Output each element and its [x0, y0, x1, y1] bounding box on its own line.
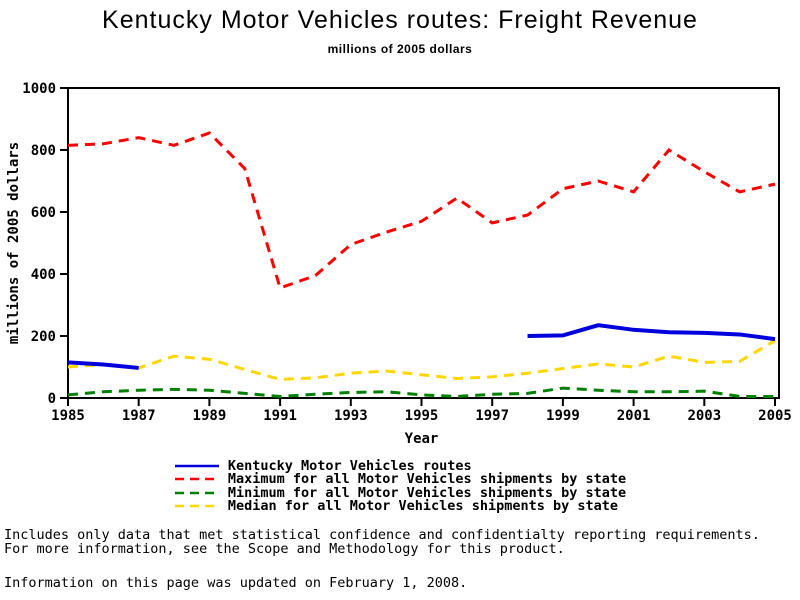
footnote-line-2: For more information, see the Scope and …	[4, 540, 565, 557]
x-axis-label: Year	[405, 431, 439, 447]
chart-subtitle: millions of 2005 dollars	[327, 42, 473, 56]
y-tick-label: 200	[31, 329, 56, 345]
legend-item-median: Median for all Motor Vehicles shipments …	[174, 498, 626, 515]
series-line-minimum	[67, 386, 775, 398]
x-tick-label: 2005	[758, 408, 792, 424]
plot-frame	[67, 87, 780, 399]
legend-label-minimum: Minimum for all Motor Vehicles shipments…	[227, 484, 627, 501]
series-line-median	[67, 339, 776, 381]
y-tick-label: 600	[31, 205, 56, 221]
y-tick-label: 1000	[22, 81, 56, 97]
y-axis-label: millions of 2005 dollars	[6, 142, 22, 344]
x-tick-label: 1985	[51, 408, 85, 424]
chart-title: Kentucky Motor Vehicles routes: Freight …	[102, 6, 698, 34]
legend: Kentucky Motor Vehicles routes Maximum fo…	[0, 457, 800, 515]
legend-label-median: Median for all Motor Vehicles shipments …	[227, 498, 618, 515]
x-tick-label: 2003	[687, 408, 721, 424]
legend-swatch-maximum-line-icon	[174, 478, 219, 481]
y-tick-label: 800	[31, 143, 56, 159]
footnote-confidentiality: Includes only data that met statistical …	[4, 527, 760, 557]
x-tick-label: 1997	[475, 408, 509, 424]
legend-items: Kentucky Motor Vehicles routes Maximum fo…	[174, 457, 627, 515]
x-tick-label: 1993	[334, 408, 368, 424]
x-tick-label: 1991	[263, 408, 297, 424]
legend-item-kentucky: Kentucky Motor Vehicles routes	[174, 457, 626, 474]
footnote-line-1: Includes only data that met statistical …	[4, 527, 760, 543]
x-tick-label: 1995	[405, 408, 439, 424]
y-tick-label: 0	[48, 391, 56, 407]
footnote-updated: Information on this page was updated on …	[4, 575, 468, 591]
legend-item-minimum: Minimum for all Motor Vehicles shipments…	[174, 484, 627, 501]
legend-swatch-median-line-icon	[174, 505, 219, 508]
series-line-kentucky	[527, 323, 776, 342]
x-tick-label: 1989	[193, 408, 227, 424]
x-tick-label: 1987	[122, 408, 156, 424]
y-tick-label: 400	[31, 267, 56, 283]
legend-item-maximum: Maximum for all Motor Vehicles shipments…	[174, 471, 627, 488]
series-line-kentucky	[67, 360, 139, 370]
legend-label-kentucky: Kentucky Motor Vehicles routes	[227, 457, 472, 474]
legend-swatch-kentucky-line-icon	[174, 464, 219, 467]
legend-label-maximum: Maximum for all Motor Vehicles shipments…	[227, 471, 627, 488]
series-line-maximum	[67, 131, 776, 290]
legend-swatch-minimum-line-icon	[174, 491, 219, 494]
x-tick-label: 2001	[617, 408, 651, 424]
x-tick-label: 1999	[546, 408, 580, 424]
